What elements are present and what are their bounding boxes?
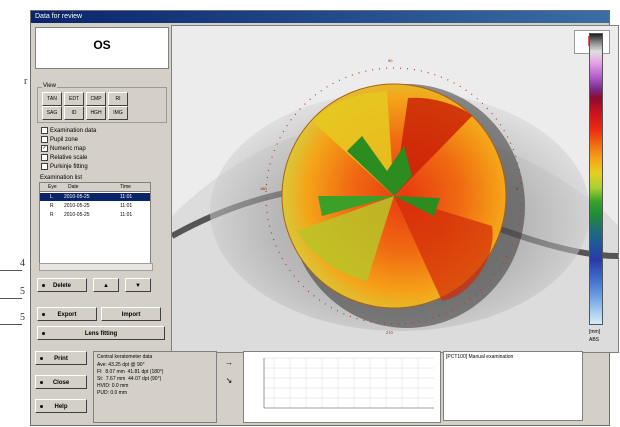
option-purkinje-fitting[interactable]: Purkinje fitting: [41, 163, 88, 171]
table-row[interactable]: R 2010-05-25 11:01: [50, 212, 133, 218]
bullet-icon: [40, 381, 43, 384]
page-margin: r 4 5 5: [0, 0, 30, 426]
color-scale: [mm] ABS: [589, 33, 607, 343]
color-scale-bar: [589, 33, 603, 325]
table-row[interactable]: R 2010-05-25 11:01: [50, 203, 133, 209]
view-button-id[interactable]: ID: [64, 106, 84, 120]
exam-list-scrollbar[interactable]: [39, 263, 153, 271]
profile-graph-grid: [263, 357, 434, 409]
import-button[interactable]: Import: [101, 307, 161, 321]
keratometer-line: Ave: 43.25 dpt @ 90°: [97, 362, 145, 368]
app-window: Data for review OS View TAN EDT CMP RI S…: [30, 10, 619, 426]
scale-mode: ABS: [589, 337, 600, 343]
move-up-button[interactable]: ▲: [93, 278, 119, 292]
exam-list-label: Examination list: [39, 175, 84, 181]
option-examination-data[interactable]: Examination data: [41, 127, 96, 135]
bullet-icon: [42, 284, 45, 287]
view-button-edt[interactable]: EDT: [64, 92, 84, 106]
keratometer-line: PUD: 0.0 mm: [97, 390, 128, 396]
column-header-eye[interactable]: Eye: [48, 184, 57, 190]
option-pupil-zone[interactable]: Pupil zone: [41, 136, 78, 144]
checkbox-icon: [41, 154, 48, 161]
checkbox-icon: [41, 163, 48, 170]
arrow-right-icon[interactable]: →: [225, 358, 233, 367]
eye-label: OS: [35, 27, 169, 69]
topography-map-view[interactable]: 90 0 180 270 L: [171, 25, 619, 353]
checkbox-checked-icon: ✓: [41, 145, 48, 152]
keratometer-line: Fl: 8.07 mm 41.81 dpt (180°): [97, 369, 164, 375]
checkbox-icon: [41, 136, 48, 143]
corneal-map-svg: [172, 26, 618, 352]
margin-rule: [0, 270, 22, 271]
bullet-icon: [40, 357, 43, 360]
view-button-sag[interactable]: SAG: [42, 106, 62, 120]
exam-list-table: Eye Date Time L 2010-05-25 11:01 R 2010-…: [39, 182, 151, 264]
view-button-ri[interactable]: RI: [108, 92, 128, 106]
view-button-cmp[interactable]: CMP: [86, 92, 106, 106]
checkbox-icon: [41, 127, 48, 134]
margin-fragment-r: r: [24, 76, 28, 87]
export-button[interactable]: Export: [37, 307, 97, 321]
close-button[interactable]: Close: [35, 375, 87, 389]
help-button[interactable]: Help: [35, 399, 87, 413]
bullet-icon: [40, 405, 43, 408]
print-button[interactable]: Print: [35, 351, 87, 365]
bottom-panel: Print Close Help Central keratometer dat…: [33, 351, 609, 425]
margin-rule: [0, 324, 22, 325]
table-header: Eye Date Time: [40, 183, 150, 192]
scale-unit: [mm]: [589, 329, 601, 335]
arrow-down-icon: ▼: [135, 283, 141, 289]
profile-graph: [243, 351, 441, 423]
view-button-tan[interactable]: TAN: [42, 92, 62, 106]
rotate-icon[interactable]: ↘: [225, 376, 233, 385]
view-group: View TAN EDT CMP RI SAG ID HGH IMG: [37, 83, 167, 123]
bullet-icon: [42, 313, 45, 316]
view-group-label: View: [42, 83, 57, 89]
margin-fragment-5a: 5: [20, 286, 25, 297]
margin-fragment-4: 4: [20, 258, 25, 269]
margin-rule: [0, 298, 22, 299]
keratometer-title: Central keratometer data: [97, 354, 153, 360]
window-titlebar: Data for review: [31, 11, 609, 23]
degree-ring: [265, 67, 523, 325]
delete-button[interactable]: Delete: [37, 278, 87, 292]
bullet-icon: [42, 332, 45, 335]
keratometer-data-panel: Central keratometer data Ave: 43.25 dpt …: [93, 351, 217, 423]
flat-zone-green: [347, 136, 412, 196]
option-numeric-map[interactable]: ✓ Numeric map: [41, 145, 86, 153]
table-row[interactable]: L 2010-05-25 11:01: [40, 193, 150, 201]
lens-fitting-button[interactable]: Lens fitting: [37, 326, 165, 340]
column-header-time[interactable]: Time: [120, 184, 131, 190]
margin-fragment-5b: 5: [20, 312, 25, 323]
notes-field[interactable]: [PCT100] Manual examination: [443, 351, 583, 421]
keratometer-line: HVID: 0.0 mm: [97, 383, 129, 389]
view-button-hgh[interactable]: HGH: [86, 106, 106, 120]
keratometer-line: St: 7.67 mm 44.07 dpt (90°): [97, 376, 162, 382]
option-relative-scale[interactable]: Relative scale: [41, 154, 87, 162]
left-panel: OS View TAN EDT CMP RI SAG ID HGH IMG Ex…: [33, 25, 169, 423]
arrow-up-icon: ▲: [103, 283, 109, 289]
move-down-button[interactable]: ▼: [125, 278, 151, 292]
view-button-img[interactable]: IMG: [108, 106, 128, 120]
column-header-date[interactable]: Date: [68, 184, 79, 190]
